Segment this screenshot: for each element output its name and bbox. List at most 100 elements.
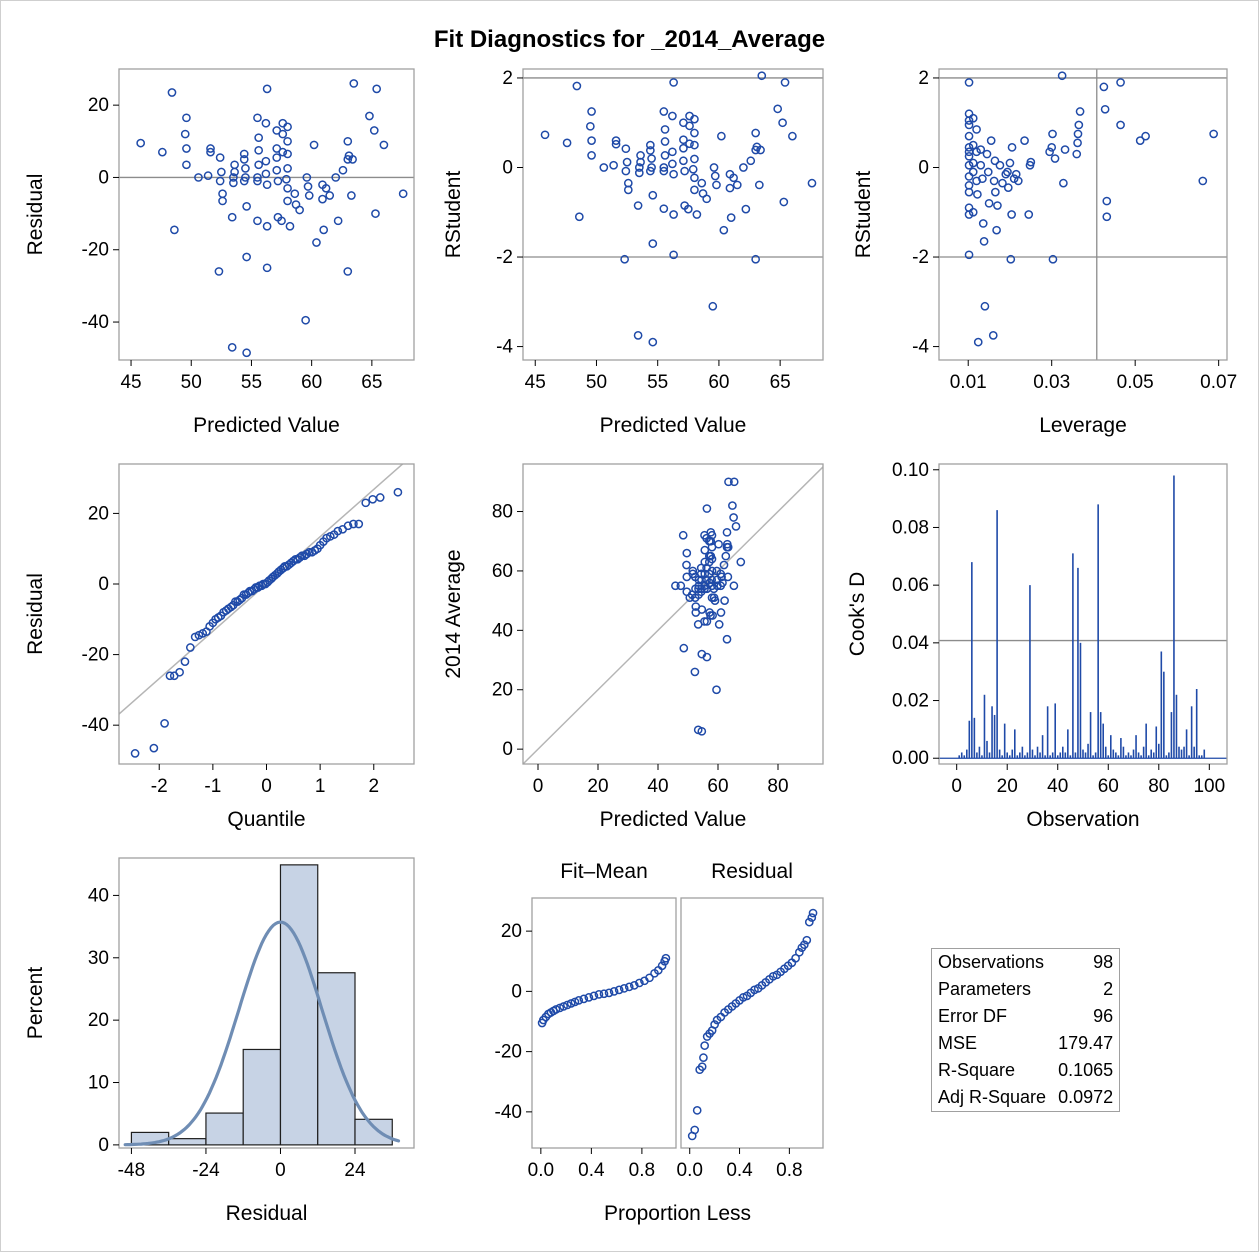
x-tick-label: 50	[181, 372, 202, 393]
data-point	[690, 1125, 700, 1135]
data-point	[149, 743, 159, 753]
data-point	[229, 173, 238, 182]
data-point	[676, 581, 686, 591]
data-point	[723, 542, 733, 552]
data-point	[678, 530, 688, 540]
data-point	[659, 107, 669, 116]
data-point	[242, 348, 251, 358]
data-point	[338, 165, 348, 175]
data-point	[242, 252, 251, 262]
x-axis-label: Observation	[1026, 808, 1139, 831]
y-tick-label: 2	[918, 68, 929, 89]
data-point	[679, 156, 688, 166]
data-point	[669, 250, 678, 260]
data-point	[700, 1041, 710, 1050]
data-point	[690, 140, 699, 150]
data-point	[804, 917, 814, 927]
data-point	[283, 122, 292, 132]
data-point	[697, 605, 707, 614]
data-point	[623, 185, 633, 195]
y-tick-label: 0.00	[892, 748, 929, 769]
x-tick-label: -1	[204, 776, 221, 797]
data-point	[170, 225, 179, 235]
data-point	[729, 477, 739, 487]
data-point	[717, 131, 726, 141]
histogram-bar	[317, 972, 356, 1146]
x-tick-label: 60	[301, 372, 322, 393]
data-point	[791, 953, 800, 963]
data-point	[629, 980, 639, 990]
data-point	[354, 519, 364, 529]
data-point	[579, 994, 589, 1004]
fit-statistics-table: Observations 98 Parameters 2 Error DF 96 MSE 17…	[931, 948, 1121, 1112]
data-point	[1005, 158, 1015, 168]
panel-rstudent_vs_pred: 45 50 55 60 65 -4 -2 0 2 Predicted Value RStudent	[442, 68, 824, 437]
x-axis-label-proportion-less: Proportion Less	[604, 1202, 751, 1225]
data-point	[253, 173, 262, 182]
plot-frame	[522, 463, 824, 765]
data-point	[130, 749, 140, 758]
stats-label: Parameters	[938, 979, 1032, 999]
data-point	[309, 140, 319, 150]
data-point	[633, 201, 643, 210]
data-point	[710, 596, 720, 605]
figure-title: Fit Diagnostics for _2014_Average	[433, 26, 826, 53]
x-tick-label: 0.0	[677, 1160, 703, 1181]
data-point	[978, 219, 988, 228]
data-point	[283, 196, 292, 206]
data-point	[1059, 178, 1068, 188]
data-point	[614, 985, 624, 995]
data-point	[634, 163, 644, 172]
data-point	[668, 111, 677, 121]
data-point	[283, 164, 292, 173]
data-point	[700, 569, 710, 579]
data-point	[624, 982, 634, 992]
data-point	[157, 147, 167, 157]
data-point	[365, 111, 374, 121]
data-point	[239, 149, 249, 159]
data-point	[729, 173, 738, 183]
stats-row: Parameters 2	[932, 976, 1120, 1003]
data-point	[349, 519, 358, 529]
data-point	[719, 225, 729, 235]
data-point	[702, 652, 712, 662]
data-point	[318, 194, 327, 204]
data-point	[599, 989, 609, 999]
data-point	[699, 1053, 708, 1062]
data-point	[1074, 120, 1084, 130]
data-point	[645, 146, 655, 155]
data-point	[645, 973, 654, 983]
data-point	[375, 493, 385, 502]
x-tick-label: 0	[261, 776, 272, 797]
data-point	[587, 136, 596, 145]
panel-rf_fit_mean: 0.0 0.4 0.8 -40 -20 0 20 Fit–Mean	[495, 860, 677, 1181]
data-point	[283, 149, 292, 159]
data-point	[254, 145, 264, 155]
data-point	[696, 569, 706, 579]
data-point	[972, 147, 981, 157]
y-tick-label: 20	[88, 503, 109, 524]
data-point	[574, 996, 584, 1005]
data-point	[589, 991, 599, 1001]
y-tick-label: 0.04	[892, 633, 929, 654]
data-point	[669, 78, 678, 87]
x-tick-label: 65	[361, 372, 382, 393]
x-tick-label: 2	[368, 776, 379, 797]
data-point	[295, 205, 304, 215]
data-point	[660, 125, 670, 134]
x-axis-label: Quantile	[227, 808, 305, 831]
histogram-bar	[168, 1138, 207, 1146]
y-axis-label: 2014 Average	[442, 549, 465, 678]
data-point	[635, 978, 644, 988]
data-point	[964, 172, 974, 181]
data-point	[690, 667, 700, 677]
stats-row: MSE 179.47	[932, 1030, 1120, 1057]
data-point	[1198, 176, 1208, 186]
y-tick-label: -40	[495, 1102, 522, 1123]
data-point	[660, 151, 670, 160]
data-point	[227, 212, 237, 222]
data-point	[746, 156, 756, 166]
data-point	[998, 178, 1007, 188]
data-point	[682, 560, 691, 570]
plot-frame	[118, 68, 415, 361]
